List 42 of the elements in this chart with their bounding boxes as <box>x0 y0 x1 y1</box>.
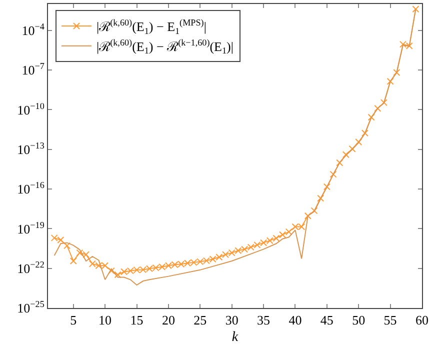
point <box>412 6 420 13</box>
x-tick-label: 20 <box>162 312 175 328</box>
point <box>330 170 337 178</box>
x-tick-label: 15 <box>130 312 144 328</box>
point <box>380 99 388 106</box>
x-tick-label: 10 <box>98 312 112 328</box>
point <box>342 151 350 158</box>
x-tick-label: 45 <box>320 312 334 328</box>
point <box>393 68 400 76</box>
y-tick-label: 10$^{−16}$ <box>17 180 45 197</box>
point <box>368 114 375 121</box>
x-tick-label: 35 <box>257 312 270 328</box>
point <box>386 78 394 85</box>
legend-label: |ℛ$^{(k,60)}$(E$_{1}$) − E$_{1}$$^{(MPS)}$| <box>96 18 206 36</box>
point <box>64 242 71 250</box>
y-tick-label: 10$^{−4}$ <box>22 22 45 38</box>
y-tick-label: 10$^{−13}$ <box>17 140 45 157</box>
point <box>310 207 318 214</box>
x-tick-label: 25 <box>194 312 207 328</box>
point <box>108 267 115 274</box>
x-tick-label: 50 <box>352 312 366 328</box>
point <box>317 194 324 202</box>
y-tick-label: 10$^{−22}$ <box>17 259 45 276</box>
x-tick-label: 5 <box>70 312 77 328</box>
x-tick-label: 60 <box>416 312 428 328</box>
point <box>361 130 368 137</box>
point <box>348 145 356 152</box>
y-tick-label: 10$^{−25}$ <box>17 299 45 316</box>
point <box>336 159 344 166</box>
y-tick-label: 10$^{−10}$ <box>17 100 45 118</box>
x-tick-label: 55 <box>384 312 397 328</box>
point <box>304 212 312 220</box>
x-axis-title: k <box>232 330 239 345</box>
text: |ℛ$^{(k,60)}$(E$_{1}$) − ℛ$^{(k−1,60)}$(E$_{1}$)| <box>96 38 234 56</box>
point <box>374 104 382 112</box>
y-tick-label: 10$^{−7}$ <box>22 61 45 78</box>
y-tick-label: 10$^{−19}$ <box>17 220 45 236</box>
x-tick-label: 40 <box>288 312 302 328</box>
point <box>355 138 362 146</box>
point <box>70 257 77 264</box>
x-tick-label: 30 <box>225 312 238 328</box>
point <box>323 183 330 190</box>
